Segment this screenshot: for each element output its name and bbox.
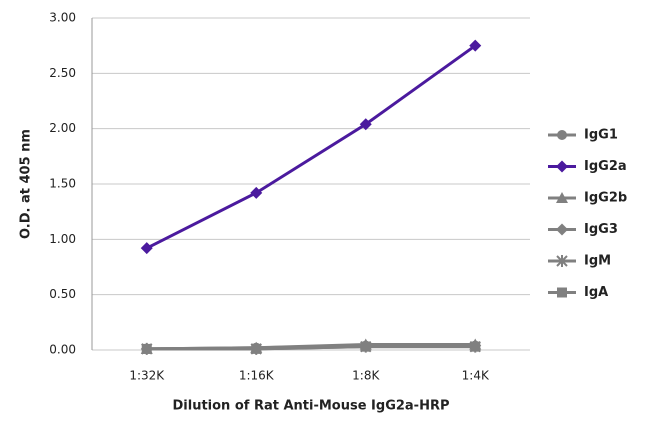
legend-label: IgG2b — [584, 191, 627, 206]
marker — [469, 39, 482, 52]
marker — [556, 223, 568, 236]
legend-label: IgM — [584, 254, 611, 269]
x-tick-label: 1:4K — [462, 369, 490, 383]
x-tick-label: 1:32K — [129, 369, 165, 383]
marker — [557, 130, 567, 140]
legend-label: IgG3 — [584, 222, 618, 237]
series-line — [146, 345, 476, 351]
series-line — [146, 44, 477, 250]
legend-label: IgA — [584, 285, 608, 300]
y-tick-label: 0.00 — [49, 343, 76, 357]
x-tick-label: 1:8K — [352, 369, 380, 383]
x-axis-title: Dilution of Rat Anti-Mouse IgG2a-HRP — [172, 399, 449, 414]
marker — [556, 255, 568, 267]
marker — [251, 343, 262, 354]
marker — [556, 192, 568, 203]
legend-label: IgG1 — [584, 128, 618, 143]
marker — [470, 341, 481, 352]
y-tick-label: 3.00 — [49, 11, 76, 25]
x-tick-label: 1:16K — [239, 369, 275, 383]
y-tick-label: 2.00 — [49, 121, 76, 135]
y-tick-label: 1.00 — [49, 232, 76, 246]
marker — [141, 343, 152, 354]
y-tick-label: 1.50 — [49, 177, 76, 191]
marker — [140, 242, 153, 255]
marker — [360, 341, 371, 352]
legend-label: IgG2a — [584, 159, 627, 174]
y-tick-label: 0.50 — [49, 287, 76, 301]
marker — [250, 186, 263, 199]
y-tick-label: 2.50 — [49, 66, 76, 80]
y-axis-title: O.D. at 405 nm — [19, 129, 34, 239]
marker — [557, 287, 567, 298]
marker — [556, 160, 568, 173]
marker — [359, 118, 372, 131]
